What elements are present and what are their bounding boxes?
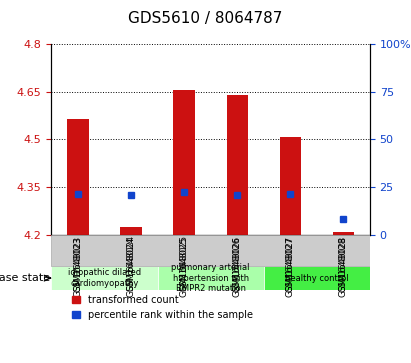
Legend: transformed count, percentile rank within the sample: transformed count, percentile rank withi… bbox=[72, 295, 253, 320]
Text: GSM1648026: GSM1648026 bbox=[233, 235, 242, 291]
Text: GDS5610 / 8064787: GDS5610 / 8064787 bbox=[128, 11, 283, 26]
Bar bbox=[279, 137, 301, 235]
Text: GSM1648023: GSM1648023 bbox=[74, 235, 83, 291]
Bar bbox=[173, 90, 195, 235]
Text: healthy control: healthy control bbox=[285, 274, 349, 283]
Text: GSM1648023: GSM1648023 bbox=[74, 236, 83, 297]
Text: GSM1648026: GSM1648026 bbox=[233, 236, 242, 297]
Text: GSM1648027: GSM1648027 bbox=[286, 235, 295, 291]
FancyBboxPatch shape bbox=[51, 265, 157, 290]
Bar bbox=[120, 227, 142, 235]
Bar bbox=[333, 232, 354, 235]
FancyBboxPatch shape bbox=[264, 265, 370, 290]
Text: pulmonary arterial
hypertension with
BMPR2 mutation: pulmonary arterial hypertension with BMP… bbox=[171, 263, 250, 293]
Text: GSM1648025: GSM1648025 bbox=[180, 236, 189, 297]
Bar bbox=[67, 119, 88, 235]
Text: idiopathic dilated
cardiomyopathy: idiopathic dilated cardiomyopathy bbox=[68, 268, 141, 288]
Text: GSM1648024: GSM1648024 bbox=[127, 236, 136, 297]
FancyBboxPatch shape bbox=[157, 265, 264, 290]
Text: GSM1648024: GSM1648024 bbox=[127, 235, 136, 291]
Text: GSM1648027: GSM1648027 bbox=[286, 236, 295, 297]
Bar bbox=[226, 95, 248, 235]
Text: GSM1648028: GSM1648028 bbox=[339, 235, 348, 291]
Text: GSM1648025: GSM1648025 bbox=[180, 235, 189, 291]
Text: GSM1648028: GSM1648028 bbox=[339, 236, 348, 297]
Text: disease state: disease state bbox=[0, 273, 50, 283]
FancyBboxPatch shape bbox=[51, 235, 370, 265]
